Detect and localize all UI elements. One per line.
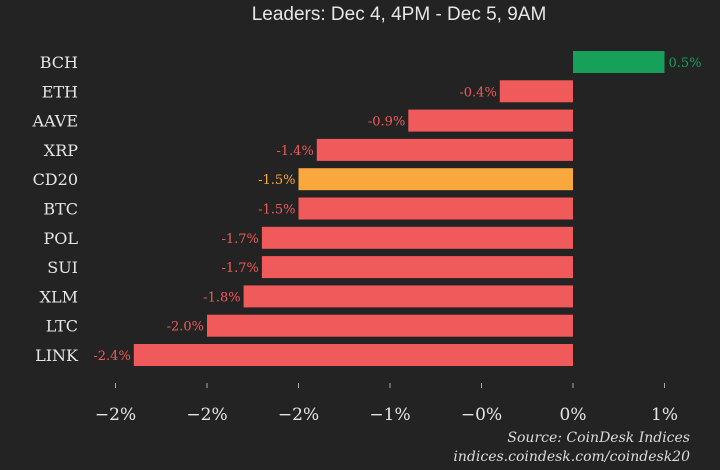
data-label: -2.4% xyxy=(93,349,130,364)
category-label: LINK xyxy=(35,346,79,365)
data-label: -1.4% xyxy=(276,144,313,159)
category-label: LTC xyxy=(46,317,78,336)
bar-sui xyxy=(261,256,573,279)
category-label: XRP xyxy=(44,141,78,160)
bar-btc xyxy=(298,197,573,220)
x-tick-label: 1% xyxy=(651,405,678,425)
bar-ltc xyxy=(207,314,573,337)
data-label: -1.7% xyxy=(221,261,258,276)
x-tick-label: −1% xyxy=(369,405,410,425)
data-label: -1.5% xyxy=(258,203,295,218)
category-label: POL xyxy=(43,229,78,248)
data-label: 0.5% xyxy=(669,56,702,71)
source-label: Source: CoinDesk Indices xyxy=(507,430,690,446)
x-tick-label: −2% xyxy=(278,405,319,425)
data-label: -0.9% xyxy=(368,115,405,130)
x-tick-label: −0% xyxy=(461,405,502,425)
category-label: ETH xyxy=(42,82,78,101)
category-label: SUI xyxy=(47,258,78,277)
category-label: BTC xyxy=(43,200,78,219)
chart-subtitle: Leaders: Dec 4, 4PM - Dec 5, 9AM xyxy=(251,4,547,25)
data-label: -2.0% xyxy=(167,320,204,335)
bar-xlm xyxy=(243,285,573,308)
data-label: -1.8% xyxy=(203,290,240,305)
category-label: CD20 xyxy=(33,170,78,189)
x-tick-label: −2% xyxy=(95,405,136,425)
data-label: -1.7% xyxy=(221,232,258,247)
category-label: AAVE xyxy=(31,112,78,131)
data-label: -1.5% xyxy=(258,173,295,188)
category-label: XLM xyxy=(40,287,78,306)
bar-cd20 xyxy=(298,168,573,191)
category-label: BCH xyxy=(40,53,78,72)
bar-aave xyxy=(408,109,573,132)
bar-bch xyxy=(573,51,665,73)
x-tick-label: −2% xyxy=(186,405,227,425)
bar-pol xyxy=(261,226,573,249)
bar-xrp xyxy=(316,138,573,161)
bar-link xyxy=(133,344,574,366)
bar-eth xyxy=(499,80,573,103)
source-url: indices.coindesk.com/coindesk20 xyxy=(453,449,690,465)
x-tick-label: 0% xyxy=(560,405,587,425)
data-label: -0.4% xyxy=(459,85,496,100)
